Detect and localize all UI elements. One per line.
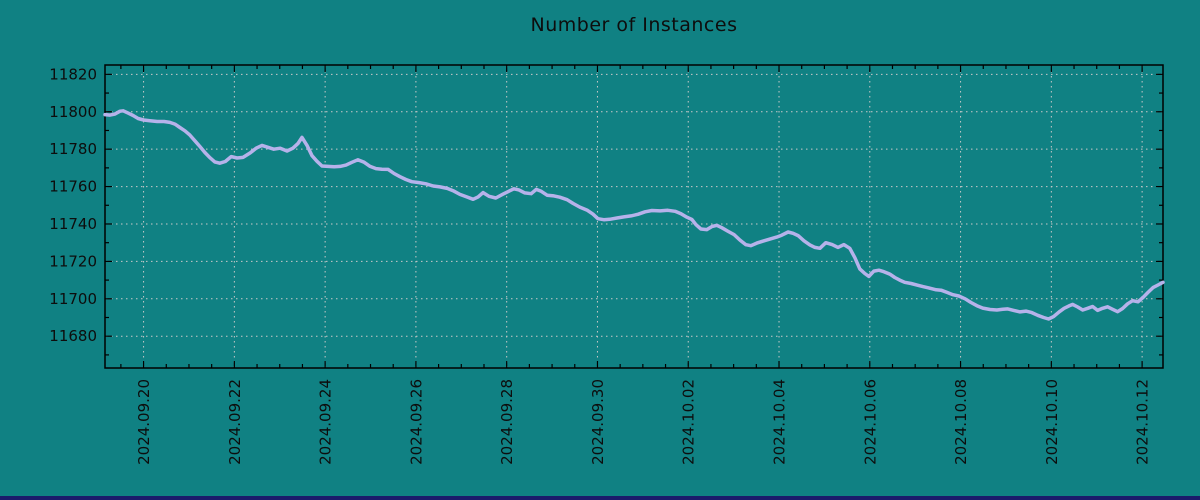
- x-tick-label: 2024.09.30: [589, 379, 607, 465]
- chart-title: Number of Instances: [530, 14, 738, 36]
- x-tick-label: 2024.09.22: [226, 379, 244, 465]
- plot-border: [104, 64, 1164, 369]
- x-tick-label: 2024.09.28: [498, 379, 516, 465]
- y-tick-label: 11680: [49, 327, 97, 345]
- y-tick-label: 11700: [49, 290, 97, 308]
- x-tick-label: 2024.09.20: [135, 379, 153, 465]
- y-tick-label: 11780: [49, 140, 97, 158]
- x-tick-label: 2024.10.08: [952, 379, 970, 465]
- x-tick-label: 2024.10.12: [1134, 379, 1152, 465]
- y-tick-label: 11720: [49, 252, 97, 270]
- x-tick-label: 2024.09.24: [317, 379, 335, 465]
- x-tick-label: 2024.10.10: [1043, 379, 1061, 465]
- footer-bar: [0, 496, 1200, 500]
- y-tick-label: 11800: [49, 103, 97, 121]
- x-tick-label: 2024.10.06: [861, 379, 879, 465]
- x-tick-label: 2024.09.26: [407, 379, 425, 465]
- y-tick-label: 11820: [49, 65, 97, 83]
- y-tick-label: 11740: [49, 215, 97, 233]
- x-tick-label: 2024.10.02: [680, 379, 698, 465]
- data-line: [103, 109, 1165, 321]
- y-tick-label: 11760: [49, 178, 97, 196]
- x-tick-label: 2024.10.04: [771, 379, 789, 465]
